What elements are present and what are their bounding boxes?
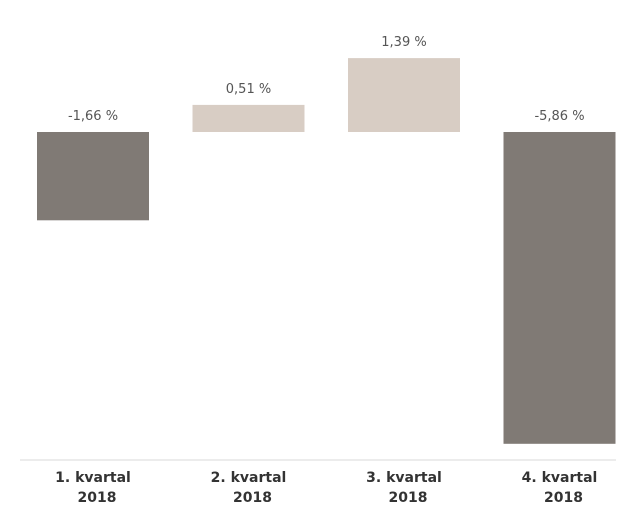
- category-label-line: 2018: [233, 490, 272, 506]
- value-label-2: 0,51 %: [226, 82, 271, 97]
- value-labels-group: -1,66 % 0,51 % 1,39 % -5,86 %: [68, 35, 585, 124]
- category-label-4: 4. kvartal 2018: [522, 470, 598, 506]
- value-label-1: -1,66 %: [68, 109, 118, 124]
- category-label-line: 2018: [389, 490, 428, 506]
- category-label-line: 2018: [78, 490, 117, 506]
- category-label-line: 2018: [544, 490, 583, 506]
- category-label-3: 3. kvartal 2018: [366, 470, 442, 506]
- category-label-2: 2. kvartal 2018: [211, 470, 287, 506]
- bar-1: [37, 132, 149, 221]
- bar-2: [192, 104, 305, 132]
- value-label-3: 1,39 %: [381, 35, 426, 50]
- category-label-line: 2. kvartal: [211, 470, 287, 486]
- category-label-line: 3. kvartal: [366, 470, 442, 486]
- category-labels-group: 1. kvartal 2018 2. kvartal 2018 3. kvartal 20…: [55, 470, 597, 506]
- bars-group: [37, 58, 616, 444]
- value-label-4: -5,86 %: [534, 109, 584, 124]
- bar-3: [348, 58, 460, 132]
- category-label-line: 1. kvartal: [55, 470, 131, 486]
- category-label-line: 4. kvartal: [522, 470, 598, 486]
- bar-4: [503, 132, 616, 444]
- category-label-1: 1. kvartal 2018: [55, 470, 131, 506]
